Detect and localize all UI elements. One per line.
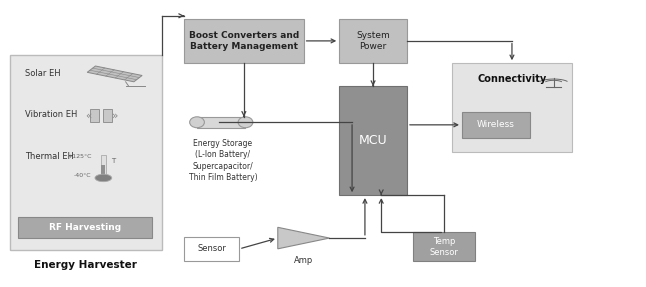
Text: Sensor: Sensor [197, 245, 226, 253]
Ellipse shape [190, 117, 204, 128]
Bar [101, 155, 106, 177]
Polygon shape [87, 66, 142, 82]
FancyBboxPatch shape [197, 117, 245, 128]
Text: Energy Storage
(L-Ion Battery/
Supercapacitor/
Thin Film Battery): Energy Storage (L-Ion Battery/ Supercapa… [189, 139, 257, 183]
Text: Wireless: Wireless [477, 120, 515, 129]
Text: MCU: MCU [359, 134, 388, 147]
Text: Boost Converters and
Battery Management: Boost Converters and Battery Management [189, 31, 299, 51]
Text: -40°C: -40°C [74, 173, 92, 178]
FancyBboxPatch shape [18, 217, 152, 238]
Text: Solar EH: Solar EH [25, 69, 60, 78]
Bar [101, 165, 105, 177]
Text: »: » [112, 110, 118, 120]
Text: Thermal EH: Thermal EH [25, 152, 74, 161]
Text: Temp
Sensor: Temp Sensor [430, 237, 459, 257]
Text: +125°C: +125°C [67, 154, 92, 159]
FancyBboxPatch shape [452, 63, 572, 152]
Text: Amp: Amp [294, 256, 313, 265]
FancyBboxPatch shape [90, 109, 99, 122]
FancyBboxPatch shape [10, 55, 162, 250]
Text: «: « [85, 110, 92, 120]
FancyBboxPatch shape [339, 19, 407, 63]
FancyBboxPatch shape [184, 19, 304, 63]
FancyBboxPatch shape [339, 86, 407, 195]
FancyBboxPatch shape [103, 109, 112, 122]
Polygon shape [278, 227, 329, 249]
FancyBboxPatch shape [413, 232, 475, 261]
Text: Connectivity: Connectivity [477, 74, 547, 84]
Text: T: T [111, 158, 116, 164]
Circle shape [95, 174, 112, 182]
FancyBboxPatch shape [462, 112, 530, 138]
Text: Vibration EH: Vibration EH [25, 110, 77, 119]
Ellipse shape [238, 117, 253, 128]
FancyBboxPatch shape [184, 237, 239, 261]
Text: System
Power: System Power [356, 31, 390, 51]
Text: RF Harvesting: RF Harvesting [49, 223, 121, 232]
Text: Energy Harvester: Energy Harvester [34, 261, 137, 270]
